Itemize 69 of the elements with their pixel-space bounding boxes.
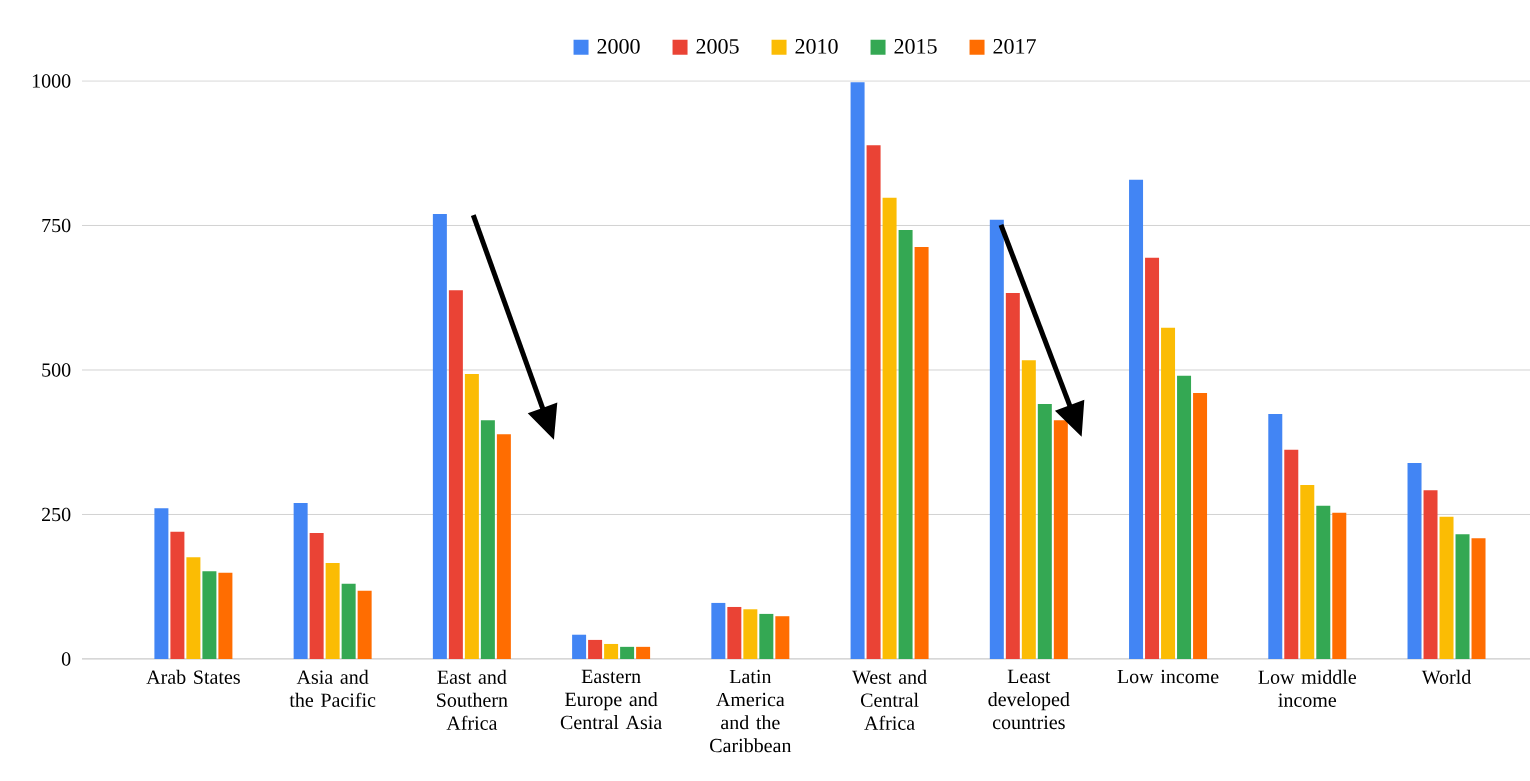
bar: [218, 572, 233, 659]
legend-label: 2010: [795, 38, 838, 54]
bar: [357, 590, 372, 659]
x-tick-label: West and Central Africa: [852, 669, 927, 730]
bar: [1268, 413, 1283, 659]
bar: [170, 531, 185, 659]
bar: [1037, 404, 1052, 659]
bar: [1284, 449, 1299, 659]
bar: [1177, 375, 1192, 659]
bar: [1021, 360, 1036, 659]
bar: [1332, 512, 1347, 659]
bar: [898, 230, 913, 659]
bar: [432, 213, 447, 659]
bar: [604, 643, 619, 659]
bar: [882, 197, 897, 659]
y-tick-label: 0: [61, 652, 71, 666]
bar: [341, 583, 356, 659]
x-tick-label: Low income: [1117, 669, 1219, 684]
bar: [743, 609, 758, 659]
bar: [293, 502, 308, 659]
bar: [914, 246, 929, 659]
legend-label: 2015: [894, 38, 937, 54]
bar: [1455, 534, 1470, 659]
bar: [186, 557, 201, 659]
bar: [759, 613, 774, 659]
bar: [572, 634, 587, 659]
bar: [866, 145, 881, 659]
bar: [1145, 257, 1160, 659]
bar: [850, 82, 865, 659]
bar: [727, 606, 742, 659]
bar: [154, 508, 169, 659]
bar: [1005, 293, 1020, 659]
bar: [1407, 463, 1422, 659]
bar: [448, 290, 463, 659]
bar: [496, 434, 511, 659]
legend-label: 2017: [993, 38, 1036, 54]
y-tick-label: 1000: [32, 74, 71, 88]
bar: [620, 646, 635, 659]
bar: [1423, 490, 1438, 659]
y-tick-label: 500: [42, 363, 71, 377]
bar: [309, 532, 324, 659]
x-tick-label: Eastern Europe and Central Asia: [560, 669, 662, 730]
x-tick-label: Least developed countries: [988, 669, 1070, 730]
x-tick-label: Latin America and the Caribbean: [710, 669, 792, 753]
bar: [464, 374, 479, 659]
legend-label: 2005: [696, 38, 739, 54]
legend-label: 2000: [597, 38, 640, 54]
bar: [636, 646, 651, 659]
x-tick-label: East and Southern Africa: [437, 669, 508, 730]
bar: [202, 571, 217, 659]
bar: [1129, 179, 1144, 659]
x-tick-label: Low middle income: [1258, 669, 1357, 707]
bar: [775, 616, 790, 659]
x-tick-label: Arab States: [146, 669, 240, 684]
bar: [1316, 505, 1331, 659]
bar: [989, 219, 1004, 659]
x-tick-label: World: [1421, 669, 1472, 685]
x-tick-label: Asia and the Pacific: [289, 669, 376, 707]
bar: [480, 420, 495, 659]
bar: [325, 563, 340, 659]
bar: [1439, 516, 1454, 659]
bar: [1161, 327, 1176, 659]
bar: [1193, 393, 1208, 659]
y-tick-label: 750: [42, 218, 71, 233]
bar: [711, 602, 726, 659]
bar: [1471, 538, 1486, 659]
bar: [1300, 485, 1315, 659]
bar: [588, 639, 603, 659]
y-tick-label: 250: [42, 507, 71, 522]
